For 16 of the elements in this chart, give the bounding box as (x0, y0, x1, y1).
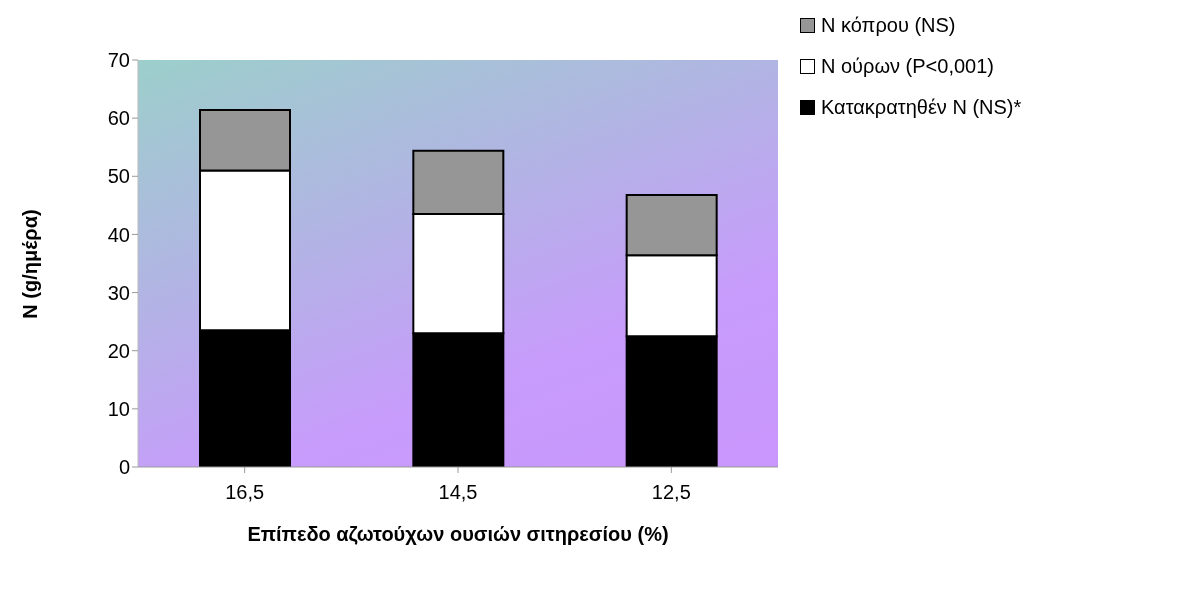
x-axis-title: Επίπεδο αζωτούχων ουσιών σιτηρεσίου (%) (247, 523, 669, 546)
y-tick-label: 10 (107, 397, 130, 420)
y-axis-title: N (g/ημέρα) (18, 208, 42, 319)
legend-label: N κόπρου (NS) (821, 14, 956, 37)
legend-label: Κατακρατηθέν N (NS)* (821, 96, 1022, 119)
y-tick-label: 50 (107, 165, 130, 188)
legend-label: N ούρων (P<0,001) (821, 55, 994, 78)
y-tick-label: 0 (118, 456, 130, 479)
y-tick-label: 70 (107, 49, 130, 72)
y-tick-label: 30 (107, 281, 130, 304)
x-tick-label: 14,5 (438, 481, 478, 504)
x-tick-label: 12,5 (651, 481, 691, 504)
y-tick-label: 40 (107, 223, 130, 246)
x-tick-label: 16,5 (225, 481, 265, 504)
y-tick-label: 20 (107, 339, 130, 362)
y-tick-label: 60 (107, 107, 130, 130)
